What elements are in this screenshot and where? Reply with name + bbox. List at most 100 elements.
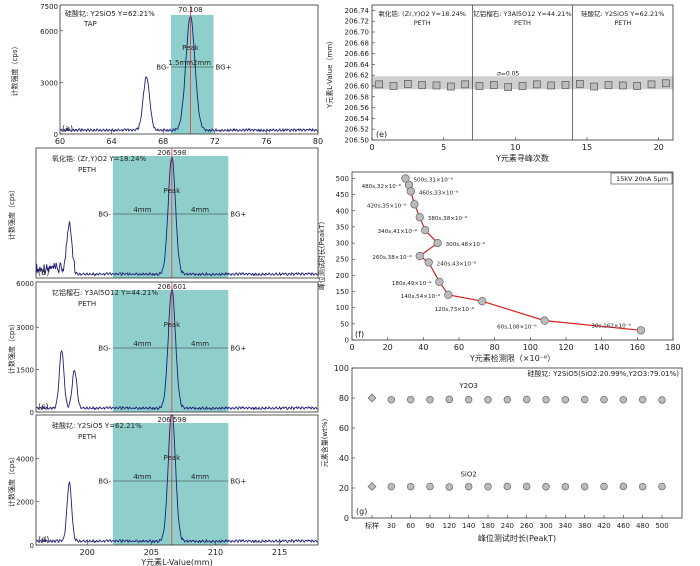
content-point: [445, 395, 454, 404]
y-tick-label: 200: [336, 272, 349, 280]
content-point: [658, 482, 666, 491]
x-tick-label: 160: [630, 343, 645, 352]
y-axis-label: 计数强度（cps）: [7, 186, 16, 240]
x-tick-label: 420: [597, 522, 610, 530]
x-tick-label: 340: [559, 522, 572, 530]
point-label: 240s,43×10⁻⁶: [437, 260, 477, 267]
measurement-point: [518, 82, 527, 90]
y-tick-label: 206.60: [345, 83, 370, 91]
offset-plus-label: 4mm: [191, 340, 209, 348]
panel-title: 钇铝榴石: Y3Al5O12 Y=44.21%: [52, 288, 158, 297]
y-tick-label: 250: [336, 256, 349, 264]
x-tick-label: 0: [349, 343, 354, 352]
x-axis-label: Y元素检测限（×10⁻⁶）: [469, 353, 555, 363]
series-label-y2o3: Y2O3: [458, 382, 478, 390]
panel-g: Y2O3 SiO2 硅酸钇: Y2SiO5(SiO2:20.99%,Y2O3:79.…: [320, 364, 683, 543]
panel-tag: (b): [38, 268, 49, 277]
y-tick-label: 206.64: [345, 61, 370, 69]
x-tick-label: 标样: [365, 521, 379, 530]
series-label-sio2: SiO2: [460, 471, 476, 479]
y-tick-label: 206.52: [345, 126, 370, 134]
point-label: 460s,33×10⁻⁶: [419, 189, 459, 196]
measurement-point: [432, 81, 441, 90]
x-tick-label: 5: [441, 143, 446, 152]
peak-label: Peak: [164, 454, 182, 462]
content-point: [561, 482, 570, 491]
standard-point: [367, 393, 377, 403]
content-point: [542, 483, 550, 491]
y-tick-label: 206.56: [345, 104, 370, 112]
detection-point: [406, 187, 415, 196]
group-name: 氧化锆: (Zr,Y)O2 Y=18.24%: [378, 9, 466, 18]
content-point: [522, 482, 531, 491]
y-tick-label: 206.50: [345, 137, 370, 145]
peak-window: [112, 156, 229, 278]
x-tick-label: 380: [578, 522, 591, 530]
measurement-point: [561, 81, 570, 89]
group-crystal: PETH: [414, 19, 431, 27]
y-tick-label: 1500: [16, 367, 34, 375]
plot-frame: [35, 147, 319, 279]
y-tick-label: 7500: [40, 3, 58, 11]
crystal-label: PETH: [78, 300, 96, 308]
content-point: [406, 395, 415, 404]
x-tick-label: 20: [383, 343, 393, 352]
panel-tag: (d): [38, 535, 49, 544]
detection-point: [415, 213, 424, 222]
panel-tag: (c): [38, 402, 49, 411]
bg-minus-label: BG-: [98, 345, 111, 353]
x-tick-label: 240: [501, 522, 514, 530]
content-point: [600, 395, 608, 404]
detection-point: [444, 290, 453, 299]
peak-position-label: 206.598: [157, 416, 186, 424]
x-axis-label: Y元素L-Value(mm): [140, 557, 212, 566]
panel-tag: (e): [376, 130, 387, 139]
x-tick-label: 76: [261, 137, 271, 146]
detection-point: [636, 326, 646, 335]
peak-window: [112, 290, 229, 412]
y-axis-label: 峰位测试时长(PeakT): [317, 222, 326, 291]
spectrum-line: [35, 156, 319, 277]
x-tick-label: 90: [426, 522, 435, 530]
x-tick-label: 180: [481, 522, 494, 530]
measurement-point: [662, 79, 670, 88]
x-tick-label: 60: [55, 137, 65, 146]
content-point: [638, 395, 647, 404]
x-tick-label: 210: [208, 548, 223, 557]
y-tick-label: 0: [344, 514, 349, 523]
crystal-label: PETH: [78, 166, 96, 174]
y-tick-label: 2000: [16, 499, 34, 507]
content-point: [561, 396, 570, 404]
point-label: 30s,162×10⁻⁶: [591, 322, 631, 329]
x-tick-label: 0: [369, 143, 374, 152]
offset-minus-label: 4mm: [133, 340, 151, 348]
content-point: [426, 482, 434, 491]
peak-position-label: 206.601: [157, 283, 186, 291]
y-axis-label: Y元素L-Value（mm）: [325, 37, 334, 109]
x-tick-label: 64: [107, 137, 117, 146]
content-point: [484, 482, 492, 491]
y-tick-label: 450: [336, 191, 349, 199]
detection-point: [435, 277, 444, 286]
x-tick-label: 80: [313, 137, 323, 146]
point-label: 180s,49×10⁻⁶: [392, 280, 432, 287]
header-box: [610, 172, 673, 185]
x-tick-label: 100: [523, 343, 538, 352]
point-label: 420s,35×10⁻⁶: [367, 202, 407, 209]
bg-plus-label: BG+: [230, 478, 246, 486]
y-tick-label: 100: [334, 364, 349, 373]
content-point: [600, 482, 608, 491]
crystal-label: TAP: [83, 20, 97, 28]
spectrum-panel-a: 70.108 Peak BG- BG+ 1.5mm 2mm 硅酸钇: Y2SiO5 Y=62…: [10, 3, 323, 146]
peak-position-label: 206.598: [157, 149, 186, 157]
bg-plus-label: BG+: [230, 211, 246, 219]
point-label: 480s,32×10⁻⁶: [362, 183, 402, 190]
x-tick-label: 80: [490, 343, 500, 352]
bg-minus-label: BG-: [98, 211, 111, 219]
y-tick-label: 50: [340, 320, 349, 328]
detection-point: [424, 258, 433, 267]
x-tick-label: 30: [387, 522, 396, 530]
spectrum-line: [35, 414, 319, 544]
spectrum-panel-b: 206.598 Peak BG- BG+ 4mm 4mm 氧化锆: (Zr,Y)O2 Y=1…: [7, 147, 319, 279]
